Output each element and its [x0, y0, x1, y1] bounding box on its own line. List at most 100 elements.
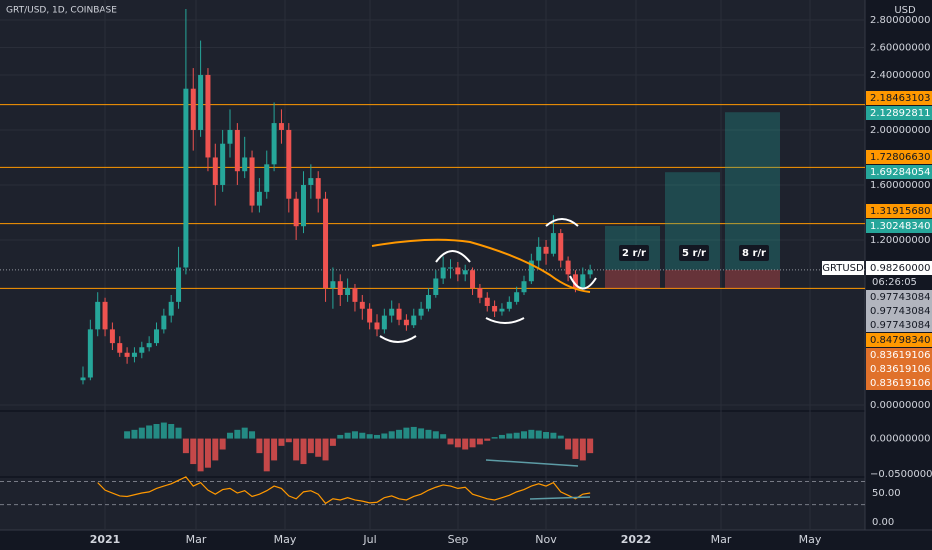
candle-body: [484, 297, 490, 306]
gray-label: 0.97743084: [870, 320, 930, 331]
y-tick-label: 2.40000000: [870, 70, 930, 81]
brown-label-box: [866, 348, 932, 362]
macd-bar: [410, 426, 417, 439]
candle-body: [418, 308, 424, 316]
macd-bar: [359, 432, 366, 439]
y-tick-label: 2.00000000: [870, 125, 930, 136]
macd-bar: [484, 438, 491, 441]
macd-bar: [550, 432, 557, 439]
candle-body: [293, 198, 299, 227]
candle-body: [102, 301, 108, 330]
macd-bar: [447, 438, 454, 445]
stop-zone: [665, 269, 720, 289]
gray-label: 0.97743084: [870, 292, 930, 303]
candle-body: [301, 184, 306, 227]
target-label-box: [866, 219, 932, 233]
x-tick-label: Jul: [362, 533, 376, 546]
candle-body: [220, 143, 226, 185]
candle-body: [477, 288, 483, 298]
macd-bar: [263, 438, 270, 472]
level-label: 1.72806630: [870, 152, 930, 163]
macd-bar: [432, 431, 439, 439]
candle-body: [506, 301, 512, 309]
candle-body: [330, 281, 336, 289]
level-label: 1.31915680: [870, 206, 930, 217]
stop-zone: [725, 269, 780, 289]
candle-body: [256, 191, 262, 206]
candle-body: [271, 123, 277, 165]
rr-label: 5 r/r: [682, 248, 706, 259]
candle-body: [124, 352, 130, 357]
shoulder-arc: [569, 275, 597, 290]
candle-body: [80, 377, 86, 381]
candle-body: [168, 301, 174, 316]
head-arc: [435, 250, 471, 263]
macd-bar: [329, 438, 336, 446]
candle-body: [528, 260, 534, 282]
macd-bar: [344, 432, 351, 439]
symbol-label: GRTUSD: [822, 263, 864, 274]
macd-bar: [418, 428, 425, 439]
candle-body: [146, 343, 152, 348]
macd-bar: [227, 432, 233, 439]
brown-label: 0.83619106: [870, 350, 930, 361]
macd-bar: [454, 438, 461, 448]
macd-bar: [307, 438, 314, 454]
macd-bar: [212, 438, 219, 461]
macd-bar: [182, 438, 189, 454]
x-tick-label: 2022: [621, 533, 652, 546]
candle-body: [190, 88, 196, 130]
candle-body: [558, 233, 564, 261]
candle-body: [455, 267, 461, 275]
macd-bar: [565, 438, 572, 450]
macd-bar: [234, 429, 241, 439]
macd-bar: [425, 429, 432, 439]
macd-bar: [197, 438, 204, 472]
last-price-label: 0.98260000: [870, 263, 930, 274]
macd-bar: [285, 438, 292, 443]
macd-bar: [219, 438, 226, 450]
candle-body: [411, 315, 417, 326]
candle-body: [572, 274, 578, 289]
macd-bar: [396, 429, 403, 439]
macd-bar: [513, 432, 520, 439]
candle-body: [234, 129, 240, 172]
candle-body: [264, 164, 270, 192]
shoulder-arc: [485, 317, 525, 324]
rr-label: 2 r/r: [622, 248, 646, 259]
candle-body: [543, 246, 549, 254]
candle-body: [315, 178, 321, 199]
macd-bar: [535, 430, 542, 439]
macd-bar: [579, 438, 586, 461]
candle-body: [212, 157, 218, 185]
level-label: 0.84798340: [870, 335, 930, 346]
candle-body: [286, 129, 292, 199]
candle-body: [389, 308, 395, 316]
macd-bar: [491, 437, 498, 439]
candle-body: [249, 157, 255, 206]
candle-body: [205, 74, 211, 158]
symbol-box: [822, 261, 864, 275]
shoulder-arc: [379, 335, 417, 343]
candle-body: [176, 267, 182, 302]
macd-tick-label: 0.00000000: [870, 434, 930, 445]
macd-bar: [293, 438, 300, 461]
rr-badge: [619, 245, 649, 261]
candle-body: [242, 157, 248, 172]
brown-label: 0.83619106: [870, 378, 930, 389]
candle-body: [433, 278, 439, 295]
candle-body: [403, 319, 409, 326]
level-label: 2.18463103: [870, 93, 930, 104]
candle-body: [492, 305, 498, 312]
candle-body: [117, 343, 123, 353]
candle-body: [499, 308, 505, 312]
stop-zone: [605, 269, 660, 289]
macd-bar: [521, 431, 527, 439]
macd-bar: [190, 438, 197, 465]
countdown: 06:26:05: [872, 277, 917, 288]
y-tick-label: 0.00000000: [870, 400, 930, 411]
macd-bar: [124, 431, 131, 439]
target-label: 2.12892811: [870, 108, 930, 119]
target-label: 1.69284054: [870, 167, 930, 178]
x-tick-label: May: [274, 533, 297, 546]
